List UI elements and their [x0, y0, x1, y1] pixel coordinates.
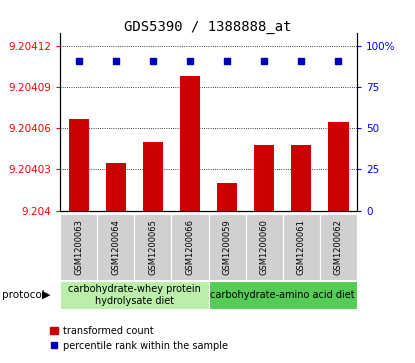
Point [149, 58, 156, 64]
Text: protocol: protocol [2, 290, 45, 300]
Bar [60, 214, 97, 280]
Bar [180, 77, 200, 211]
Bar [97, 214, 134, 280]
Bar [254, 145, 274, 211]
Text: ▶: ▶ [42, 290, 50, 300]
Bar [134, 214, 171, 280]
Bar [143, 142, 163, 211]
Bar [209, 281, 357, 309]
Text: GSM1200062: GSM1200062 [334, 219, 343, 275]
Point [112, 58, 119, 64]
Text: carbohydrate-amino acid diet: carbohydrate-amino acid diet [210, 290, 355, 300]
Bar [171, 214, 209, 280]
Bar [68, 119, 89, 211]
Point [261, 58, 268, 64]
Bar [209, 214, 246, 280]
Bar [60, 281, 209, 309]
Bar [217, 183, 237, 211]
Bar [291, 145, 312, 211]
Point [224, 58, 230, 64]
Text: GSM1200064: GSM1200064 [111, 219, 120, 275]
Bar [328, 122, 349, 211]
Point [187, 58, 193, 64]
Point [76, 58, 82, 64]
Text: GSM1200061: GSM1200061 [297, 219, 306, 275]
Bar [320, 214, 357, 280]
Text: carbohydrate-whey protein
hydrolysate diet: carbohydrate-whey protein hydrolysate di… [68, 284, 201, 306]
Text: GDS5390 / 1388888_at: GDS5390 / 1388888_at [124, 20, 291, 34]
Text: GSM1200065: GSM1200065 [149, 219, 157, 275]
Text: GSM1200060: GSM1200060 [260, 219, 269, 275]
Text: GSM1200066: GSM1200066 [186, 219, 195, 275]
Text: GSM1200059: GSM1200059 [222, 219, 232, 275]
Bar [105, 163, 126, 211]
Point [298, 58, 305, 64]
Bar [246, 214, 283, 280]
Text: GSM1200063: GSM1200063 [74, 219, 83, 275]
Bar [283, 214, 320, 280]
Legend: transformed count, percentile rank within the sample: transformed count, percentile rank withi… [46, 322, 232, 355]
Point [335, 58, 342, 64]
